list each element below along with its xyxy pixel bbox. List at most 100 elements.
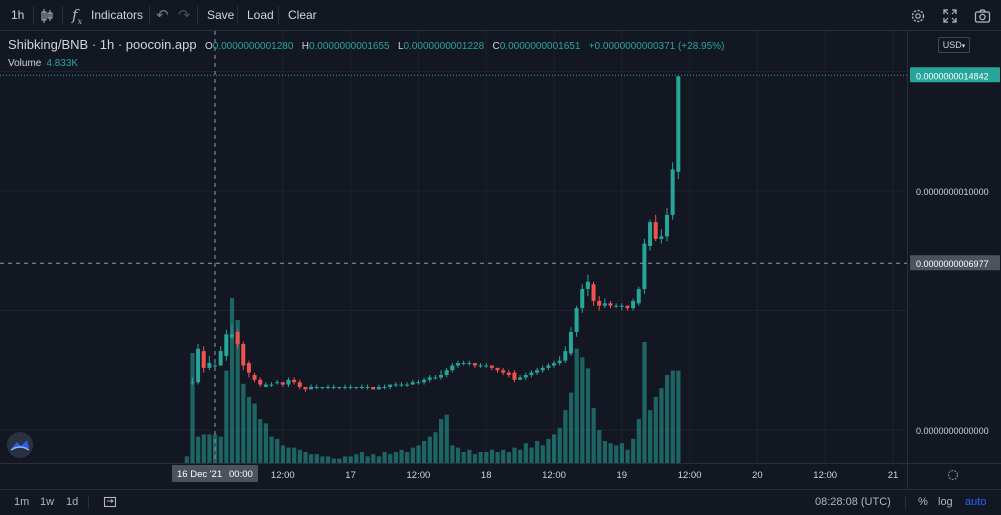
volume-bar <box>410 447 415 463</box>
volume-bar <box>342 456 348 463</box>
candle-body <box>416 382 421 384</box>
volume-bar <box>631 438 636 463</box>
date-range-icon[interactable] <box>103 490 117 515</box>
candle-body <box>563 351 568 361</box>
symbol-title[interactable]: Shibking/BNB · 1h · poocoin.app <box>8 37 197 52</box>
volume-bar <box>518 449 523 463</box>
volume-bar <box>450 445 455 463</box>
candle-body <box>625 305 630 309</box>
time-axis-label: 12:00 <box>678 470 702 481</box>
time-axis-label: 20 <box>752 470 763 481</box>
volume-bar <box>478 452 483 463</box>
volume-bar <box>670 370 675 463</box>
volume-bar <box>512 447 517 463</box>
volume-bar <box>422 441 427 463</box>
toolbar-divider <box>237 6 238 25</box>
candle-body <box>585 281 590 289</box>
auto-toggle[interactable]: auto <box>965 496 987 508</box>
interval-button[interactable]: 1h <box>11 8 25 22</box>
function-icon[interactable]: fx <box>72 6 83 26</box>
volume-bar <box>461 452 466 463</box>
candle-body <box>444 370 449 376</box>
candle-body <box>218 351 223 366</box>
price-axis-label: 0.0000000014842 <box>916 71 989 81</box>
candle-body <box>591 284 596 301</box>
save-button[interactable]: Save <box>207 8 235 22</box>
volume-bar <box>382 452 387 463</box>
redo-icon[interactable]: ↷ <box>178 7 191 24</box>
candle-body <box>246 363 251 373</box>
candle-body <box>557 360 562 364</box>
volume-bar <box>337 458 342 463</box>
candle-body <box>326 386 330 388</box>
volume-bar <box>297 449 302 463</box>
candle-body <box>371 386 376 390</box>
candle-body <box>484 365 489 367</box>
volume-bar <box>229 298 235 463</box>
low-label: L <box>397 41 404 52</box>
volume-bar <box>224 370 229 463</box>
chevron-down-icon: ▾ <box>961 43 966 50</box>
currency-select[interactable]: USD▾ <box>938 37 970 53</box>
fullscreen-icon[interactable] <box>942 0 958 31</box>
candle-body <box>196 348 201 383</box>
candle-body <box>580 288 585 309</box>
candle-body <box>275 382 280 384</box>
range-1d-button[interactable]: 1d <box>66 496 79 508</box>
candles-icon[interactable] <box>40 0 54 31</box>
clock-time[interactable]: 08:28:08 (UTC) <box>815 496 891 508</box>
candle-body <box>489 365 494 368</box>
volume-bar <box>625 449 630 463</box>
crosshair-time-label: 00:00 <box>229 469 253 480</box>
price-label-box <box>910 67 1000 83</box>
candle-body <box>676 76 681 172</box>
volume-bar <box>540 445 545 463</box>
volume-bar <box>348 456 353 463</box>
range-1w-button[interactable]: 1w <box>40 496 55 508</box>
clear-button[interactable]: Clear <box>288 8 317 22</box>
volume-bar <box>331 458 336 463</box>
volume-bar <box>201 434 206 463</box>
volume-bar <box>354 454 359 463</box>
volume-bar <box>405 452 410 463</box>
time-axis-label: 12:00 <box>542 470 566 481</box>
candle-body <box>376 386 381 390</box>
indicators-button[interactable]: Indicators <box>91 8 144 22</box>
candle-body <box>455 363 460 366</box>
candle-body <box>614 305 619 307</box>
volume-bar <box>523 443 528 463</box>
volume-bar <box>326 456 331 463</box>
candle-body <box>263 384 268 387</box>
price-chart[interactable]: 0.0000000014842 0.0000000010000 0.00000000… <box>0 31 1001 489</box>
candle-body <box>410 382 415 385</box>
candle-body <box>461 363 466 365</box>
volume-bar <box>597 430 602 463</box>
candle-body <box>540 367 545 371</box>
toolbar-divider <box>62 6 63 25</box>
volume-bar <box>393 452 398 463</box>
open-value: 0.0000000001280 <box>212 41 294 52</box>
candle-body <box>359 386 364 388</box>
candle-body <box>224 334 229 356</box>
volume-bar <box>563 410 568 463</box>
tradingview-logo[interactable] <box>7 432 33 458</box>
candle-body <box>670 169 675 215</box>
undo-icon[interactable]: ↶ <box>156 7 169 24</box>
load-button[interactable]: Load <box>247 8 274 22</box>
time-axis-label: 19 <box>617 470 628 481</box>
volume-bar <box>676 370 681 463</box>
axis-settings-icon[interactable] <box>947 469 959 481</box>
candle-body <box>427 377 432 380</box>
percent-toggle[interactable]: % <box>918 496 928 508</box>
crosshair-date-label: 16 Dec '21 <box>177 469 222 480</box>
volume-bar <box>371 454 376 463</box>
gear-icon[interactable] <box>910 0 926 31</box>
camera-icon[interactable] <box>974 0 991 31</box>
candle-body <box>348 386 353 388</box>
volume-bar <box>602 441 608 463</box>
log-toggle[interactable]: log <box>938 496 953 508</box>
candle-body <box>393 384 398 386</box>
volume-bar <box>665 375 670 463</box>
range-1m-button[interactable]: 1m <box>14 496 30 508</box>
candle-body <box>280 382 285 385</box>
